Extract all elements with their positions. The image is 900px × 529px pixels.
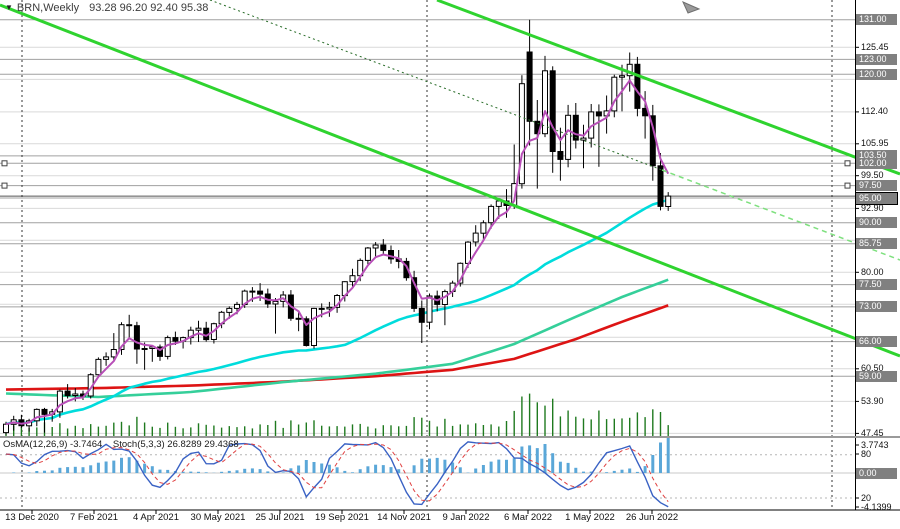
date-label: 26 Jun 2022: [625, 512, 679, 523]
pane-divider[interactable]: [0, 436, 900, 438]
date-label: 4 Apr 2021: [133, 512, 179, 523]
date-label: 25 Jul 2021: [255, 512, 305, 523]
date-label: 19 Sep 2021: [315, 512, 369, 523]
price-tick-label: 20: [861, 493, 872, 503]
price-level-badge: 77.50: [856, 279, 897, 290]
price-level-badge: 59.00: [856, 371, 897, 382]
symbol-dropdown-icon[interactable]: ▼: [5, 3, 13, 12]
mouse-cursor: [682, 1, 701, 14]
price-tick-label: 60.50: [861, 363, 884, 373]
price-level-badge: 102.00: [856, 158, 897, 169]
price-level-badge: 85.75: [856, 238, 897, 249]
date-label: 9 Jan 2022: [442, 512, 490, 523]
price-tick-label: 99.50: [861, 170, 884, 180]
price-tick-label: 47.45: [861, 428, 884, 438]
price-level-badge: 131.00: [856, 14, 897, 25]
date-label: 14 Nov 2021: [377, 512, 431, 523]
price-tick-label: 112.40: [861, 106, 888, 116]
osma-label: OsMA(12,26,9) -3.7464: [3, 439, 103, 450]
price-tick-label: 105.95: [861, 138, 889, 148]
price-tick-label: 53.90: [861, 396, 884, 406]
price-axis[interactable]: 125.45 112.40 105.95 99.50 92.90 80.00 60.50 53…: [855, 0, 900, 529]
date-label: 13 Dec 2020: [5, 512, 59, 523]
price-tick-label: -4.1399: [861, 502, 892, 512]
ohlc-values: 93.28 96.20 92.40 95.38: [89, 2, 209, 14]
date-label: 30 May 2021: [190, 512, 246, 523]
price-level-badge: 73.00: [856, 301, 897, 312]
price-level-badge: 66.00: [856, 336, 897, 347]
time-axis[interactable]: 13 Dec 2020 7 Feb 2021 4 Apr 2021 30 May 20…: [0, 511, 900, 529]
price-tick-label: 92.90: [861, 203, 884, 213]
symbol-timeframe-label: BRN,Weekly: [16, 2, 80, 14]
price-level-badge: 97.50: [856, 180, 897, 191]
date-label: 6 Mar 2022: [503, 512, 553, 523]
date-label: 1 May 2022: [565, 512, 615, 523]
price-level-badge: 120.00: [856, 69, 897, 80]
date-label: 7 Feb 2021: [69, 512, 119, 523]
price-level-badge: 0.00: [856, 468, 897, 479]
chart-title: ▼ BRN,Weekly 93.28 96.20 92.40 95.38: [5, 2, 208, 14]
stoch-label: Stoch(5,3,3) 26.8289 29.4368: [112, 439, 239, 450]
price-tick-label: 3.7743: [861, 440, 889, 450]
price-level-badge: 90.00: [856, 217, 897, 228]
price-level-badge: 103.50: [856, 150, 897, 161]
price-tick-label: 125.45: [861, 42, 889, 52]
indicator-labels: OsMA(12,26,9) -3.7464 Stoch(5,3,3) 26.82…: [3, 439, 247, 450]
price-level-badge: 123.00: [856, 54, 897, 65]
price-tick-label: 80.00: [861, 267, 884, 277]
price-level-badge: 95.00: [855, 192, 898, 205]
price-tick-label: 80: [861, 449, 872, 459]
